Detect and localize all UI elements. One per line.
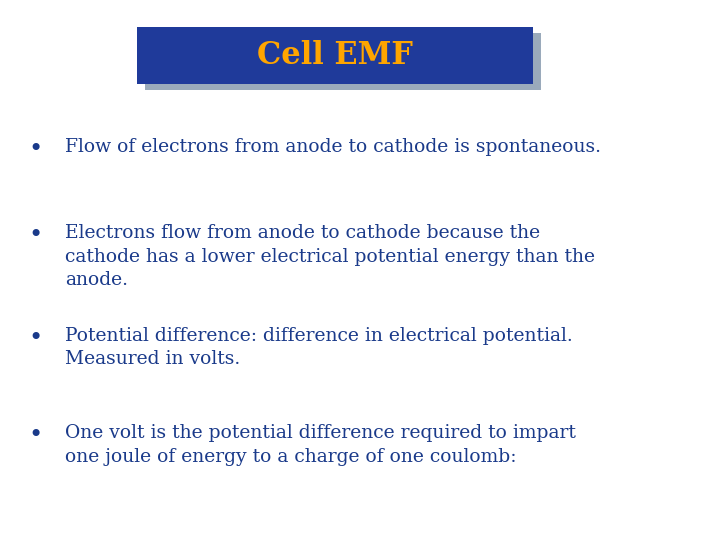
Text: Potential difference: difference in electrical potential.
Measured in volts.: Potential difference: difference in elec…	[65, 327, 572, 368]
Text: •: •	[29, 224, 43, 247]
Text: Flow of electrons from anode to cathode is spontaneous.: Flow of electrons from anode to cathode …	[65, 138, 600, 156]
FancyBboxPatch shape	[137, 27, 533, 84]
Text: •: •	[29, 424, 43, 447]
Text: Electrons flow from anode to cathode because the
cathode has a lower electrical : Electrons flow from anode to cathode bec…	[65, 224, 595, 289]
Text: •: •	[29, 138, 43, 161]
Text: One volt is the potential difference required to impart
one joule of energy to a: One volt is the potential difference req…	[65, 424, 576, 465]
FancyBboxPatch shape	[145, 33, 541, 90]
Text: Cell EMF: Cell EMF	[257, 40, 413, 71]
Text: •: •	[29, 327, 43, 350]
